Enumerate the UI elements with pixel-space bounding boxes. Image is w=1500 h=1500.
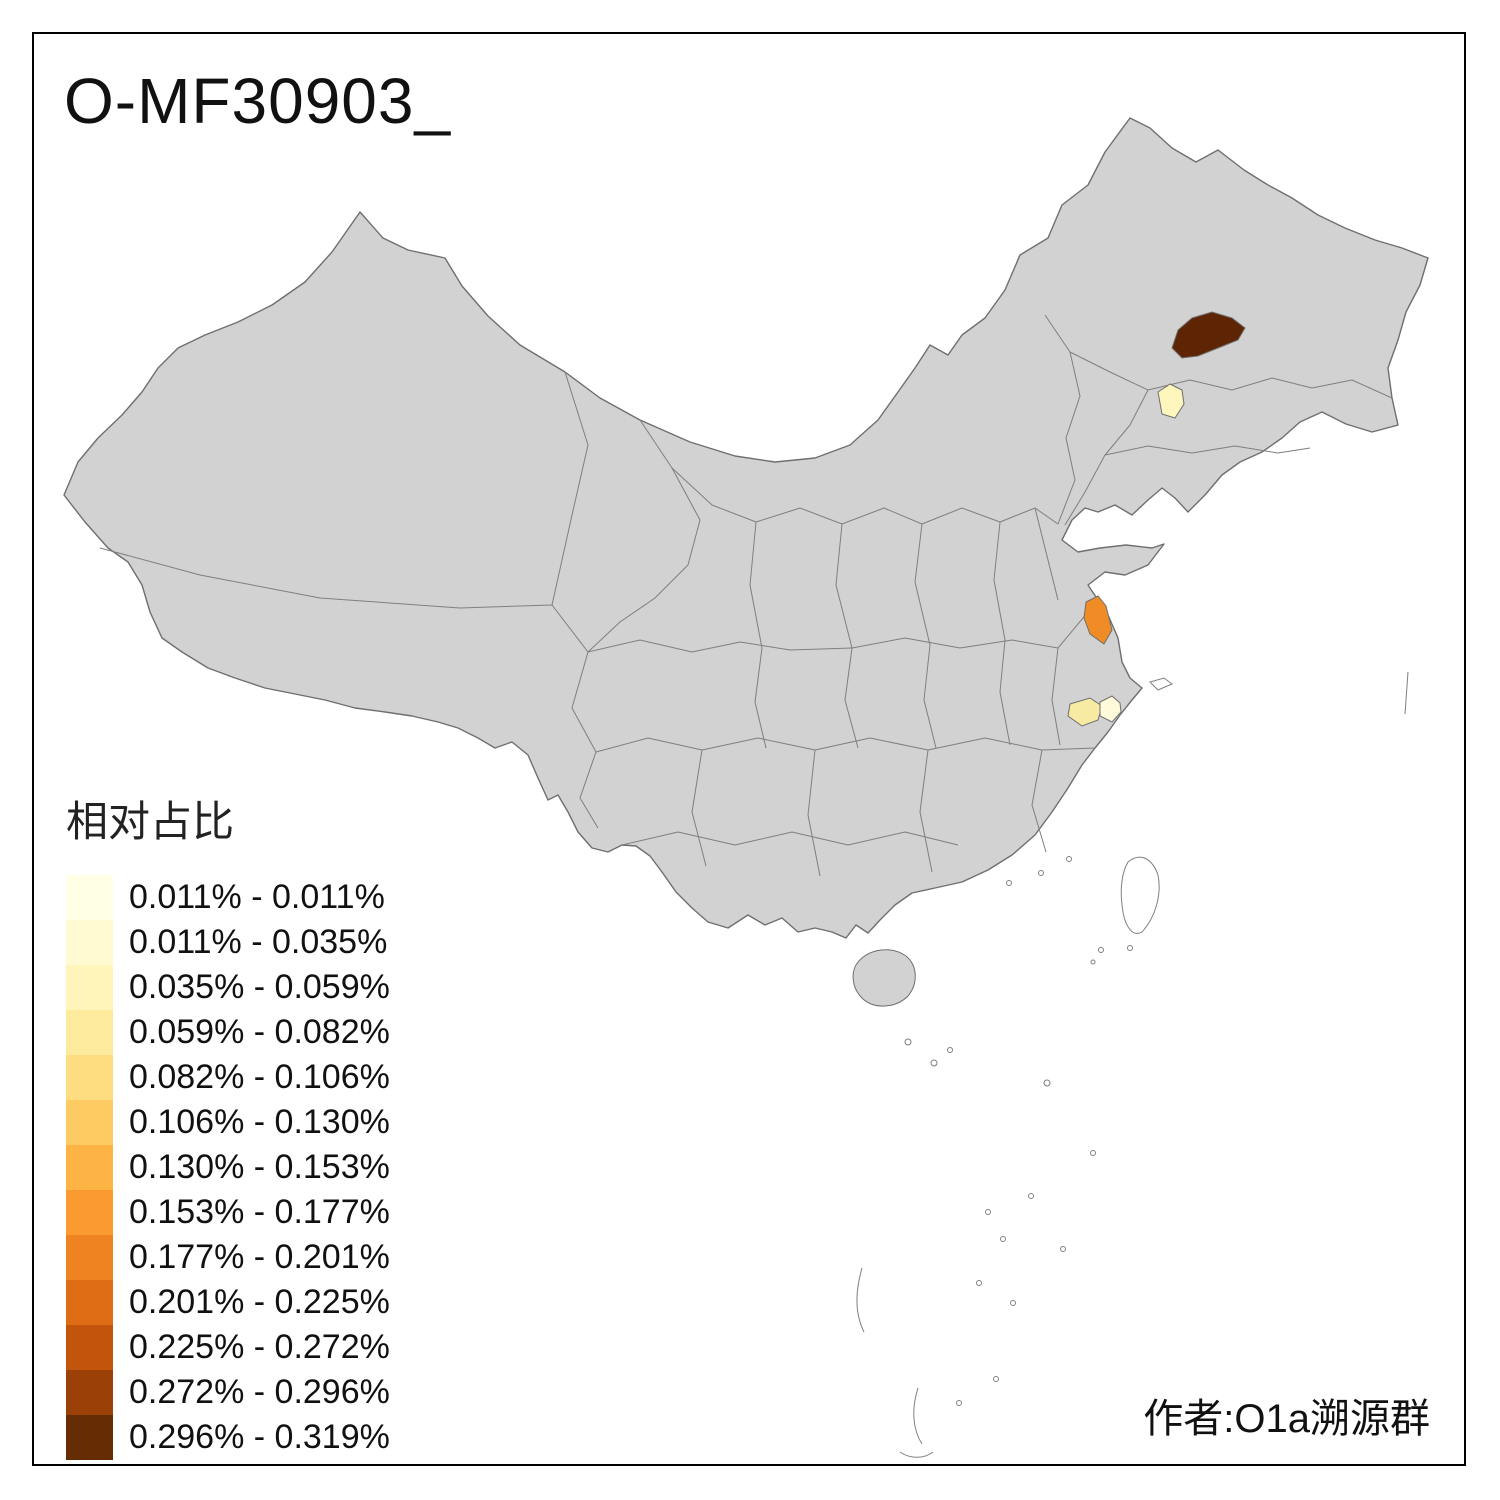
highlight-delta-pale-east <box>1099 695 1122 723</box>
legend-item: 0.153% - 0.177% <box>66 1190 390 1235</box>
legend-swatch <box>66 1055 113 1100</box>
legend-item: 0.130% - 0.153% <box>66 1145 390 1190</box>
legend-label: 0.082% - 0.106% <box>129 1058 390 1096</box>
legend-items: 0.011% - 0.011% 0.011% - 0.035% 0.035% - 0… <box>66 875 390 1460</box>
legend-label: 0.296% - 0.319% <box>129 1418 390 1456</box>
highlight-northeast-pale <box>1157 383 1185 419</box>
highlight-delta-pale-west <box>1067 697 1103 727</box>
legend-item: 0.011% - 0.011% <box>66 875 390 920</box>
page-title: O-MF30903_ <box>64 65 452 137</box>
legend-label: 0.272% - 0.296% <box>129 1373 390 1411</box>
legend-swatch <box>66 1325 113 1370</box>
legend-label: 0.130% - 0.153% <box>129 1148 390 1186</box>
legend-item: 0.272% - 0.296% <box>66 1370 390 1415</box>
attribution-text: 作者:O1a溯源群 <box>1143 1397 1430 1441</box>
legend-swatch <box>66 1145 113 1190</box>
legend-label: 0.011% - 0.035% <box>129 923 388 961</box>
legend: 相对占比 0.011% - 0.011% 0.011% - 0.035% 0.035… <box>66 788 390 1460</box>
legend-label: 0.035% - 0.059% <box>129 968 390 1006</box>
chongming-island <box>1149 677 1173 691</box>
legend-item: 0.059% - 0.082% <box>66 1010 390 1055</box>
legend-swatch <box>66 1100 113 1145</box>
legend-label: 0.177% - 0.201% <box>129 1238 390 1276</box>
province-borders <box>99 314 1393 877</box>
hainan-island <box>852 949 916 1007</box>
south-china-sea-islands <box>856 671 1409 1458</box>
legend-swatch <box>66 965 113 1010</box>
highlight-east-coast-orange <box>1083 595 1113 645</box>
plot-frame <box>32 32 1466 1466</box>
legend-item: 0.201% - 0.225% <box>66 1280 390 1325</box>
legend-label: 0.106% - 0.130% <box>129 1103 390 1141</box>
legend-label: 0.011% - 0.011% <box>129 878 385 916</box>
legend-swatch <box>66 1370 113 1415</box>
legend-item: 0.035% - 0.059% <box>66 965 390 1010</box>
legend-label: 0.225% - 0.272% <box>129 1328 390 1366</box>
legend-swatch <box>66 1190 113 1235</box>
legend-swatch <box>66 875 113 920</box>
legend-item: 0.177% - 0.201% <box>66 1235 390 1280</box>
legend-item: 0.296% - 0.319% <box>66 1415 390 1460</box>
legend-swatch <box>66 1010 113 1055</box>
legend-label: 0.201% - 0.225% <box>129 1283 390 1321</box>
mainland-outline <box>63 117 1429 939</box>
legend-swatch <box>66 1415 113 1460</box>
legend-item: 0.106% - 0.130% <box>66 1100 390 1145</box>
highlight-northeast-dark <box>1171 311 1246 359</box>
legend-item: 0.225% - 0.272% <box>66 1325 390 1370</box>
legend-swatch <box>66 1280 113 1325</box>
legend-title: 相对占比 <box>66 798 235 845</box>
taiwan-island <box>1120 856 1160 934</box>
legend-item: 0.082% - 0.106% <box>66 1055 390 1100</box>
legend-swatch <box>66 1235 113 1280</box>
legend-label: 0.059% - 0.082% <box>129 1013 390 1051</box>
legend-item: 0.011% - 0.035% <box>66 920 390 965</box>
highlighted-regions <box>1067 311 1246 727</box>
legend-swatch <box>66 920 113 965</box>
legend-label: 0.153% - 0.177% <box>129 1193 390 1231</box>
